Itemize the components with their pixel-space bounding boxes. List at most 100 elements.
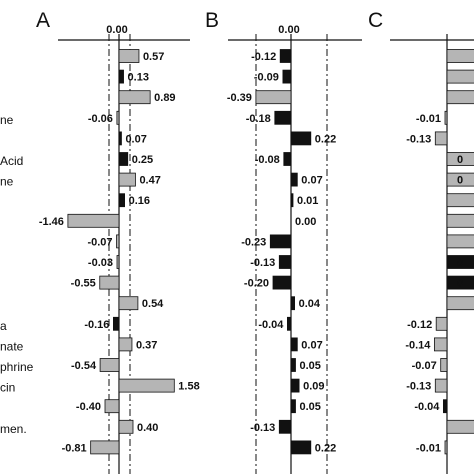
data-label: 0 xyxy=(457,278,463,290)
data-label: 0.05 xyxy=(300,360,321,372)
data-label: -0.03 xyxy=(88,257,113,269)
category-label: Acid xyxy=(0,154,23,168)
bar xyxy=(283,152,292,166)
category-label: men. xyxy=(0,422,27,436)
data-label: -0.06 xyxy=(88,113,113,125)
bar xyxy=(113,316,120,331)
bar xyxy=(118,90,151,105)
data-label: 0.54 xyxy=(142,298,164,310)
panel-letter: C xyxy=(368,9,383,32)
bar xyxy=(446,90,474,105)
bar xyxy=(278,419,292,434)
data-label: -0.23 xyxy=(241,236,266,248)
bar xyxy=(434,378,448,393)
bar xyxy=(116,110,120,125)
bar xyxy=(116,255,120,269)
category-label: a xyxy=(0,319,7,333)
category-label: cin xyxy=(0,381,15,395)
bar xyxy=(290,172,298,187)
data-label: 0.04 xyxy=(299,298,321,310)
data-label: 0.07 xyxy=(301,339,322,351)
data-label: -0.13 xyxy=(406,133,431,145)
data-label: 0.22 xyxy=(315,133,336,145)
bar xyxy=(255,90,292,105)
data-label: -0.40 xyxy=(76,401,101,413)
bar xyxy=(446,275,474,290)
data-label: 1.58 xyxy=(178,381,199,393)
bar xyxy=(274,110,292,125)
category-label: ne xyxy=(0,175,14,189)
data-label: -0.13 xyxy=(250,257,275,269)
data-label: -0.07 xyxy=(412,360,437,372)
category-label: ne xyxy=(0,113,14,127)
data-label: 0 xyxy=(457,257,463,269)
bar xyxy=(290,440,312,455)
bar xyxy=(278,255,292,269)
data-label: -0.14 xyxy=(405,339,431,351)
data-label: -0.16 xyxy=(84,319,109,331)
data-label: 0.07 xyxy=(301,175,322,187)
bar xyxy=(446,172,474,187)
bar xyxy=(446,234,474,249)
bar xyxy=(272,275,292,290)
bar xyxy=(444,440,448,455)
bar xyxy=(118,378,175,393)
bar xyxy=(290,358,296,372)
bar xyxy=(118,69,124,84)
data-label: -0.04 xyxy=(414,401,440,413)
data-label: 0 xyxy=(457,175,463,187)
bar xyxy=(279,49,292,63)
bar xyxy=(433,337,448,352)
bar xyxy=(290,399,296,414)
bar xyxy=(446,152,474,166)
bar xyxy=(446,213,474,228)
panel-b: B 0.00 -0.12 -0.09-0.39 -0.18 0.22 -0.08 0.07 0.… xyxy=(205,9,362,474)
bar xyxy=(435,316,448,331)
data-label: -0.12 xyxy=(407,319,432,331)
data-label: 0.07 xyxy=(125,133,146,145)
data-label: 0.16 xyxy=(129,195,150,207)
panel-letter: B xyxy=(205,9,219,32)
data-label: -0.13 xyxy=(250,422,275,434)
bar xyxy=(282,69,292,84)
bar xyxy=(90,440,120,455)
data-label: -1.46 xyxy=(39,216,64,228)
bar xyxy=(118,193,125,208)
tick-label: 0.00 xyxy=(106,24,127,36)
bar xyxy=(290,193,294,208)
data-label: -0.81 xyxy=(62,442,87,454)
bar xyxy=(446,193,474,208)
tick-label: 0.00 xyxy=(278,24,299,36)
bar xyxy=(118,419,134,434)
bar xyxy=(446,255,474,269)
bar xyxy=(444,110,448,125)
data-label: 0.57 xyxy=(143,51,164,63)
bar xyxy=(290,296,295,311)
data-label: -0.01 xyxy=(416,113,441,125)
bar xyxy=(290,378,300,393)
panel-c: C -0.01 -0.13 0 0 0 0 -0.12 -0.14 -0.07 -0.13 -0.04… xyxy=(368,9,474,474)
bar xyxy=(99,275,120,290)
bar xyxy=(446,49,474,63)
data-label: -0.20 xyxy=(244,278,269,290)
data-label: -0.54 xyxy=(71,360,97,372)
bar xyxy=(290,131,312,146)
bar xyxy=(118,337,133,352)
data-label: 0.05 xyxy=(300,401,321,413)
bar xyxy=(116,234,120,249)
data-label: -0.04 xyxy=(258,319,284,331)
data-label: -0.07 xyxy=(87,236,112,248)
bar xyxy=(286,316,292,331)
bar xyxy=(99,358,120,372)
category-label: nate xyxy=(0,339,24,353)
data-label: 0.40 xyxy=(137,422,158,434)
bar xyxy=(440,358,448,372)
bar xyxy=(118,49,140,63)
data-label: 0.01 xyxy=(297,195,318,207)
data-label: 0.25 xyxy=(132,154,153,166)
data-label: -0.08 xyxy=(255,154,280,166)
data-label: -0.39 xyxy=(227,92,252,104)
bar xyxy=(434,131,448,146)
bar xyxy=(118,152,129,166)
